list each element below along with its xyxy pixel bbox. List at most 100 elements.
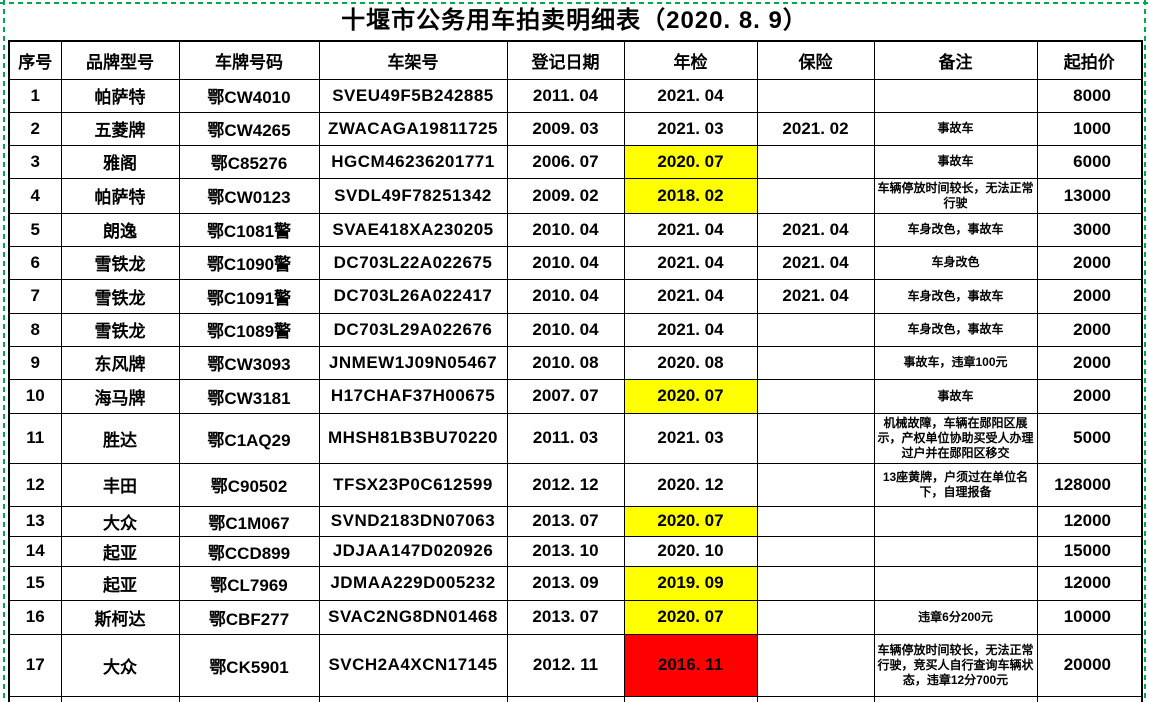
cell-inspection-date[interactable]: 2016. 11 — [623, 633, 758, 697]
cell-inspection-date[interactable]: 2020. 12 — [623, 462, 758, 507]
column-header[interactable]: 车牌号码 — [178, 40, 320, 80]
cell-vin[interactable]: SVAE418XA230205 — [318, 212, 508, 247]
cell-start-price[interactable]: 6000 — [1036, 144, 1143, 179]
cell-start-price[interactable]: 128000 — [1036, 462, 1143, 507]
cell-remark[interactable]: 车身改色，事故车 — [873, 212, 1038, 247]
cell-brand-model[interactable]: 胜达 — [60, 412, 180, 464]
cell-insurance-date[interactable] — [756, 535, 875, 567]
cell-serial-number[interactable]: 11 — [8, 412, 62, 464]
cell-start-price[interactable]: 12000 — [1036, 505, 1143, 537]
cell-start-price[interactable]: 2000 — [1036, 345, 1143, 380]
cell-remark[interactable]: 事故车，违章100元 — [873, 345, 1038, 380]
cell-plate-number[interactable]: 鄂CW4265 — [178, 111, 320, 146]
cell-brand-model[interactable]: 帕萨特 — [60, 78, 180, 113]
cell-serial-number[interactable]: 4 — [8, 177, 62, 214]
cell-start-price[interactable]: 5000 — [1036, 412, 1143, 464]
cell-serial-number[interactable]: 17 — [8, 633, 62, 697]
column-header[interactable]: 车架号 — [318, 40, 508, 80]
cell-start-price[interactable]: 2000 — [1036, 312, 1143, 347]
cell-brand-model[interactable]: 帕萨特 — [60, 177, 180, 214]
cell-brand-model[interactable]: 五菱牌 — [60, 111, 180, 146]
cell-register-date[interactable]: 2011. 03 — [506, 412, 625, 464]
cell-plate-number[interactable]: 鄂CK5901 — [178, 633, 320, 697]
cell-vin[interactable]: H17CHAF37H00675 — [318, 378, 508, 414]
cell-plate-number[interactable] — [178, 695, 320, 702]
cell-register-date[interactable]: 2007. 07 — [506, 378, 625, 414]
cell-start-price[interactable]: 1000 — [1036, 111, 1143, 146]
cell-vin[interactable]: SVDL49F78251342 — [318, 177, 508, 214]
cell-serial-number[interactable]: 5 — [8, 212, 62, 247]
cell-serial-number[interactable]: 9 — [8, 345, 62, 380]
cell-remark[interactable]: 车身改色，事故车 — [873, 278, 1038, 314]
cell-vin[interactable]: JDMAA229D005232 — [318, 565, 508, 601]
cell-register-date[interactable]: 2013. 07 — [506, 505, 625, 537]
cell-remark[interactable]: 车身改色 — [873, 245, 1038, 280]
cell-vin[interactable]: TFSX23P0C612599 — [318, 462, 508, 507]
cell-vin[interactable]: MHSH81B3BU70220 — [318, 412, 508, 464]
cell-serial-number[interactable]: 16 — [8, 599, 62, 635]
table-title[interactable]: 十堰市公务用车拍卖明细表（2020. 8. 9） — [341, 7, 808, 34]
cell-register-date[interactable]: 2010. 04 — [506, 312, 625, 347]
cell-serial-number[interactable]: 10 — [8, 378, 62, 414]
cell-remark[interactable]: 事故车 — [873, 378, 1038, 414]
cell-brand-model[interactable]: 朗逸 — [60, 212, 180, 247]
cell-insurance-date[interactable] — [756, 345, 875, 380]
cell-register-date[interactable]: 2006. 07 — [506, 144, 625, 179]
cell-brand-model[interactable]: 雪铁龙 — [60, 245, 180, 280]
cell-insurance-date[interactable] — [756, 312, 875, 347]
cell-vin[interactable]: ZWACAGA19811725 — [318, 111, 508, 146]
column-header[interactable]: 序号 — [8, 40, 62, 80]
cell-vin[interactable]: HGCM46236201771 — [318, 144, 508, 179]
cell-remark[interactable]: 车辆停放时间较长，无法正常行驶，竞买人自行查询车辆状态，违章12分700元 — [873, 633, 1038, 697]
cell-remark[interactable] — [873, 535, 1038, 567]
cell-inspection-date[interactable]: 2020. 07 — [623, 378, 758, 414]
cell-register-date[interactable]: 2009. 02 — [506, 177, 625, 214]
cell-brand-model[interactable] — [60, 695, 180, 702]
cell-plate-number[interactable]: 鄂C1AQ29 — [178, 412, 320, 464]
cell-insurance-date[interactable] — [756, 78, 875, 113]
cell-plate-number[interactable]: 鄂CL7969 — [178, 565, 320, 601]
cell-start-price[interactable]: 2000 — [1036, 378, 1143, 414]
cell-insurance-date[interactable] — [756, 378, 875, 414]
cell-vin[interactable]: JDJAA147D020926 — [318, 535, 508, 567]
cell-remark[interactable]: 机械故障，车辆在郧阳区展示，产权单位协助买受人办理过户并在郧阳区移交 — [873, 412, 1038, 464]
cell-plate-number[interactable]: 鄂CW3093 — [178, 345, 320, 380]
cell-insurance-date[interactable]: 2021. 04 — [756, 278, 875, 314]
cell-insurance-date[interactable]: 2021. 04 — [756, 212, 875, 247]
cell-vin[interactable]: JNMEW1J09N05467 — [318, 345, 508, 380]
cell-brand-model[interactable]: 大众 — [60, 505, 180, 537]
column-header[interactable]: 年检 — [623, 40, 758, 80]
cell-inspection-date[interactable]: 2021. 04 — [623, 78, 758, 113]
cell-serial-number[interactable]: 8 — [8, 312, 62, 347]
cell-inspection-date[interactable]: 2020. 07 — [623, 144, 758, 179]
cell-register-date[interactable]: 2011. 04 — [506, 78, 625, 113]
cell-inspection-date[interactable]: 2018. 02 — [623, 177, 758, 214]
cell-inspection-date[interactable]: 2021. 04 — [623, 245, 758, 280]
cell-brand-model[interactable]: 雪铁龙 — [60, 312, 180, 347]
cell-plate-number[interactable]: 鄂C90502 — [178, 462, 320, 507]
cell-serial-number[interactable]: 1 — [8, 78, 62, 113]
cell-vin[interactable]: SVCH2A4XCN17145 — [318, 633, 508, 697]
cell-plate-number[interactable]: 鄂C1089警 — [178, 312, 320, 347]
cell-insurance-date[interactable] — [756, 695, 875, 702]
column-header[interactable]: 登记日期 — [506, 40, 625, 80]
cell-plate-number[interactable]: 鄂C1081警 — [178, 212, 320, 247]
cell-register-date[interactable]: 2010. 04 — [506, 212, 625, 247]
cell-register-date[interactable]: 2012. 12 — [506, 462, 625, 507]
cell-serial-number[interactable]: 6 — [8, 245, 62, 280]
column-header[interactable]: 保险 — [756, 40, 875, 80]
column-header[interactable]: 品牌型号 — [60, 40, 180, 80]
cell-insurance-date[interactable]: 2021. 02 — [756, 111, 875, 146]
cell-insurance-date[interactable] — [756, 144, 875, 179]
cell-brand-model[interactable]: 东风牌 — [60, 345, 180, 380]
cell-brand-model[interactable]: 起亚 — [60, 535, 180, 567]
cell-insurance-date[interactable] — [756, 633, 875, 697]
cell-plate-number[interactable]: 鄂C1090警 — [178, 245, 320, 280]
cell-remark[interactable] — [873, 695, 1038, 702]
cell-plate-number[interactable]: 鄂C1091警 — [178, 278, 320, 314]
cell-brand-model[interactable]: 斯柯达 — [60, 599, 180, 635]
cell-remark[interactable]: 事故车 — [873, 144, 1038, 179]
cell-brand-model[interactable]: 大众 — [60, 633, 180, 697]
cell-plate-number[interactable]: 鄂CW3181 — [178, 378, 320, 414]
cell-inspection-date[interactable]: 2021. 04 — [623, 312, 758, 347]
